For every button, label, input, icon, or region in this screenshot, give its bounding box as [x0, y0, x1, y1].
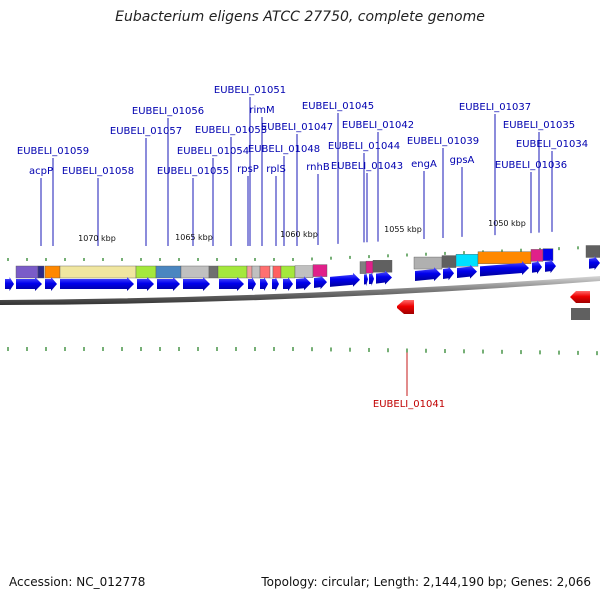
gene-arrow [183, 277, 210, 291]
protein-domain [208, 265, 219, 279]
protein-domain [37, 265, 45, 279]
gene-arrow [545, 259, 556, 274]
protein-domain [477, 251, 532, 264]
protein-domain [180, 265, 210, 279]
gene-arrow-reverse [570, 291, 590, 303]
protein-domain [365, 260, 374, 274]
gene-arrow [137, 277, 154, 291]
ruler-label: 1060 kbp [280, 230, 318, 239]
genome-summary-text: Topology: circular; Length: 2,144,190 bp… [261, 575, 591, 589]
gene-arrow [415, 267, 441, 282]
gene-arrow [5, 277, 14, 291]
gene-label: EUBELI_01043 [331, 161, 403, 172]
protein-domain [15, 265, 39, 279]
gene-arrow [330, 272, 360, 287]
accession-text: Accession: NC_012778 [9, 575, 146, 589]
gene-label: engA [411, 159, 437, 170]
protein-domain [272, 265, 282, 279]
protein-domain [372, 260, 393, 273]
protein-domain [280, 265, 296, 279]
gene-arrow [157, 277, 180, 291]
label-leader-lines [40, 97, 553, 396]
gene-arrow [480, 260, 529, 277]
gene-track [5, 256, 600, 314]
protein-domain [530, 249, 544, 262]
gene-arrow [589, 256, 600, 270]
gene-label: EUBELI_01047 [261, 122, 333, 133]
gene-label: gpsA [450, 155, 475, 166]
gene-labels: 1070 kbp 1065 kbp 1060 kbp 1055 kbp 1050 kbp… [17, 85, 588, 410]
gene-label: EUBELI_01059 [17, 146, 89, 157]
gene-label: EUBELI_01044 [328, 141, 400, 152]
gene-label: EUBELI_01035 [503, 120, 575, 131]
gene-label: rimM [249, 105, 274, 116]
gene-label: EUBELI_01054 [177, 146, 249, 157]
protein-domain [135, 265, 157, 279]
gene-arrow [364, 272, 368, 287]
gene-label: EUBELI_01053 [195, 125, 267, 136]
gene-arrow [16, 277, 42, 291]
gene-arrow [248, 277, 256, 291]
protein-domain [413, 256, 443, 270]
gene-label-reverse: EUBELI_01041 [373, 399, 445, 410]
gene-arrow [369, 271, 374, 286]
protein-domain [359, 261, 367, 274]
gene-label: EUBELI_01057 [110, 126, 182, 137]
gene-arrow [219, 277, 244, 291]
protein-domain [217, 265, 248, 279]
protein-domain [542, 248, 554, 261]
protein-domain [251, 265, 261, 279]
gene-arrow [60, 277, 134, 291]
gene-label: EUBELI_01037 [459, 102, 531, 113]
gene-label: EUBELI_01055 [157, 166, 229, 177]
gene-arrow [260, 277, 268, 291]
map-title: Eubacterium eligens ATCC 27750, complete… [115, 9, 485, 25]
gene-label: rplS [266, 164, 286, 175]
protein-domain [155, 265, 182, 279]
protein-domain [269, 265, 274, 279]
protein-domain [455, 254, 479, 267]
ruler-label: 1050 kbp [488, 219, 526, 228]
gene-label: EUBELI_01036 [495, 160, 567, 171]
protein-domain [259, 265, 271, 279]
gene-arrow [296, 276, 311, 291]
gene-arrow [283, 277, 293, 291]
gene-label: EUBELI_01051 [214, 85, 286, 96]
gene-label: EUBELI_01045 [302, 101, 374, 112]
gene-label: EUBELI_01056 [132, 106, 204, 117]
protein-domain [44, 265, 61, 279]
gene-label: rpsP [237, 164, 259, 175]
gene-arrow [376, 270, 392, 285]
ruler-label: 1070 kbp [78, 234, 116, 243]
ruler-label: 1055 kbp [384, 225, 422, 234]
protein-domain [441, 255, 457, 268]
protein-domain [312, 264, 328, 277]
protein-domain [59, 265, 137, 279]
ruler-label: 1065 kbp [175, 233, 213, 242]
gene-label: rnhB [306, 162, 330, 173]
gene-arrow [272, 277, 279, 291]
domain-track [15, 245, 600, 320]
protein-domain [294, 265, 314, 278]
protein-domain [246, 265, 253, 279]
protein-domain [571, 308, 590, 320]
gene-arrow [314, 275, 327, 290]
genome-backbone [0, 276, 600, 305]
protein-domain [585, 245, 600, 258]
gene-arrow [532, 260, 542, 275]
gene-arrow [443, 266, 454, 281]
gene-arrow [45, 277, 57, 291]
gene-label: EUBELI_01039 [407, 136, 479, 147]
gene-label: EUBELI_01048 [248, 144, 320, 155]
gene-label: EUBELI_01034 [516, 139, 588, 150]
gene-label: acpP [29, 166, 53, 177]
ruler-ticks [7, 245, 598, 356]
gene-label: EUBELI_01042 [342, 120, 414, 131]
gene-arrow-reverse [397, 300, 414, 314]
gene-arrow [457, 264, 477, 279]
gene-label: EUBELI_01058 [62, 166, 134, 177]
